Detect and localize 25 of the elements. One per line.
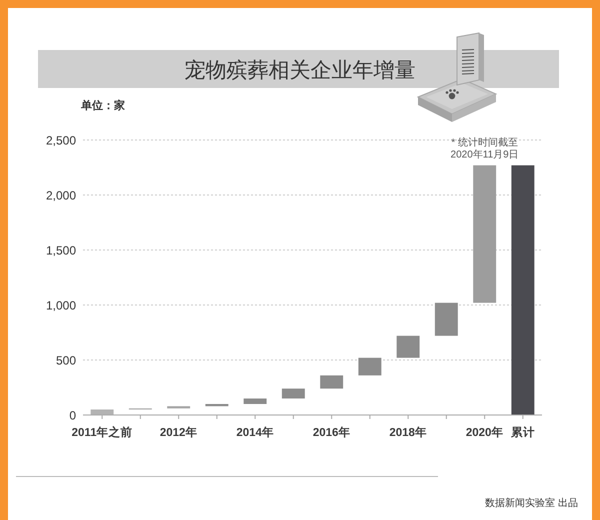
x-tick-label: 2020年 <box>466 425 504 439</box>
y-tick-label: 500 <box>56 354 76 368</box>
bar <box>473 165 496 303</box>
x-tick-label: 2014年 <box>236 425 274 439</box>
y-tick-label: 1,000 <box>46 298 76 312</box>
x-tick-label: 2016年 <box>312 425 350 439</box>
annotation: * 统计时间截至 2020年11月9日 <box>450 136 519 160</box>
y-tick-label: 1,500 <box>46 244 76 258</box>
chart-title: 宠物殡葬相关企业年增量 <box>184 59 416 82</box>
bar <box>320 375 344 389</box>
bar <box>511 165 534 415</box>
x-tick-label: 累计 <box>510 425 535 439</box>
text: 数据新闻实验室 出品 <box>485 497 578 509</box>
y-tick-label: 2,000 <box>46 188 76 202</box>
x-tick-label: 2012年 <box>160 425 198 439</box>
x-tick-label: 2018年 <box>389 425 427 439</box>
y-axis-title: 单位：家 <box>80 99 125 112</box>
bar <box>282 388 305 398</box>
bar <box>358 358 382 376</box>
y-tick-label: 2,500 <box>46 134 76 148</box>
x-tick-label: 2011年之前 <box>72 425 133 439</box>
bar <box>434 302 458 336</box>
bar <box>396 336 420 358</box>
bar <box>244 398 267 404</box>
y-tick-label: 0 <box>69 408 76 422</box>
